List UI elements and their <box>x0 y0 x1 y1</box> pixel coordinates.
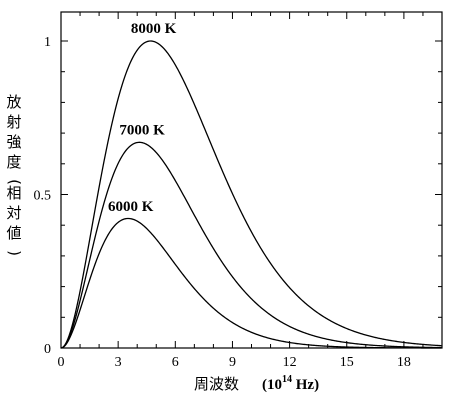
y-tick-label: 1 <box>44 35 51 50</box>
x-tick-label: 12 <box>283 355 297 370</box>
y-tick-label: 0 <box>44 342 51 357</box>
series-labels: 6000 K 7000 K 8000 K <box>108 21 177 215</box>
x-axis-title: 周波数 <box>194 375 239 393</box>
y-axis-title-char: 対 <box>6 204 21 222</box>
x-axis-unit: (1014 Hz) <box>262 374 319 393</box>
axis-tick-labels: 0 3 6 9 12 15 18 0 0.5 1 <box>34 35 411 370</box>
y-axis-title-char: 射 <box>6 113 21 131</box>
x-tick-label: 0 <box>58 355 65 370</box>
x-axis-unit-base: (10 <box>262 377 282 393</box>
axis-ticks <box>60 12 442 349</box>
series-line-7000k <box>61 141 442 349</box>
x-tick-label: 9 <box>229 355 236 370</box>
y-axis-title-char: 相 <box>6 184 21 202</box>
y-axis-title-char: 強 <box>6 133 21 151</box>
x-axis-unit-hz: Hz) <box>292 377 319 393</box>
series-curves <box>61 40 442 349</box>
y-axis-title-char: 値 <box>6 224 21 242</box>
y-tick-label: 0.5 <box>34 189 52 204</box>
x-tick-label: 18 <box>397 355 411 370</box>
y-axis-title-char: ) <box>6 250 24 256</box>
y-axis-title-char: 度 <box>6 153 21 171</box>
x-tick-label: 3 <box>115 355 122 370</box>
x-tick-label: 15 <box>340 355 354 370</box>
series-line-6000k <box>61 217 442 349</box>
plot-frame <box>60 11 443 349</box>
series-line-8000k <box>61 40 442 349</box>
y-axis-title-char: ( <box>6 179 24 185</box>
x-tick-label: 6 <box>172 355 179 370</box>
series-label-8000k: 8000 K <box>131 21 177 37</box>
y-axis-title-char: 放 <box>6 93 21 111</box>
series-label-7000k: 7000 K <box>119 122 165 138</box>
x-axis-unit-exponent: 14 <box>282 374 292 385</box>
series-label-6000k: 6000 K <box>108 199 154 215</box>
